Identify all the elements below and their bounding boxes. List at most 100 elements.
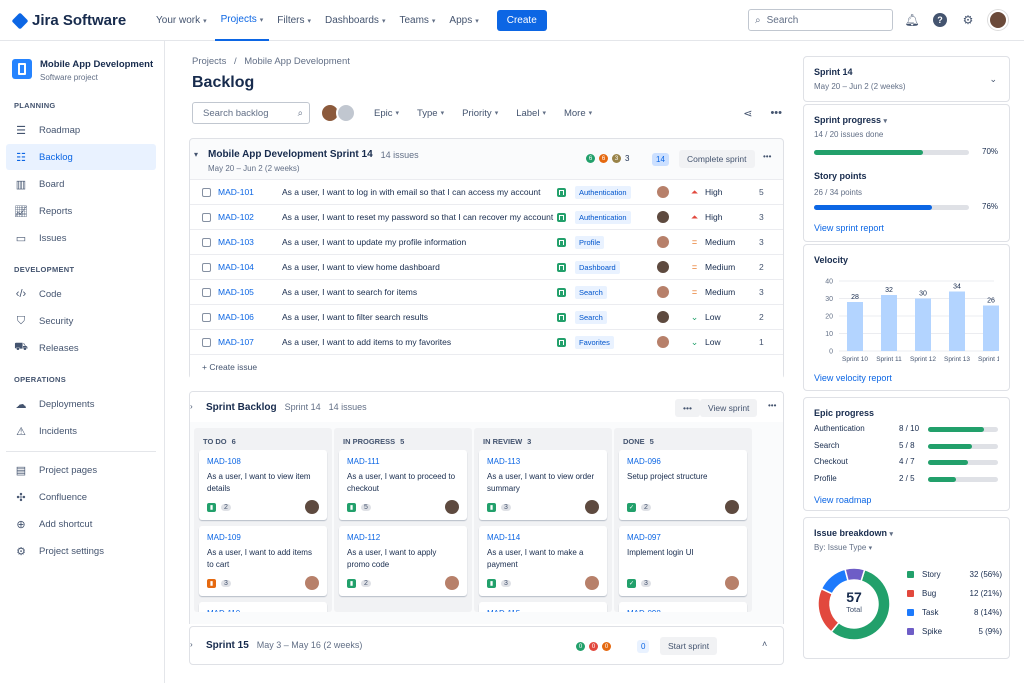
create-button[interactable]: Create: [496, 10, 547, 31]
assignee-avatar[interactable]: [445, 500, 459, 514]
board-card[interactable]: MAD-110: [199, 602, 327, 612]
epic-label[interactable]: Favorites: [575, 335, 614, 349]
board-card[interactable]: MAD-112 As a user, I want to apply promo …: [339, 526, 467, 596]
breakdown-group-select[interactable]: By: Issue Type ▾: [814, 543, 873, 552]
issue-summary[interactable]: As a user, I want to update my profile i…: [282, 237, 467, 247]
more-icon[interactable]: •••: [675, 399, 700, 417]
issue-checkbox[interactable]: [202, 287, 211, 297]
issue-row[interactable]: MAD-101 As a user, I want to log in with …: [190, 179, 783, 204]
assignee-avatar[interactable]: [305, 576, 319, 590]
chevron-up-icon[interactable]: ˄: [762, 639, 768, 649]
issue-key[interactable]: MAD-102: [218, 212, 254, 222]
board-card[interactable]: MAD-113 As a user, I want to view order s…: [479, 450, 607, 520]
nav-your-work[interactable]: Your work ▾: [156, 15, 207, 26]
sidebar-item-deployments[interactable]: ☁ Deployments: [15, 398, 95, 411]
assignee-avatar[interactable]: [585, 576, 599, 590]
sidebar-item-code[interactable]: ‹/› Code: [15, 288, 62, 300]
issue-checkbox[interactable]: [202, 312, 211, 322]
avatar[interactable]: [336, 103, 356, 123]
board-card[interactable]: MAD-111 As a user, I want to proceed to c…: [339, 450, 467, 520]
assignee-avatar[interactable]: [657, 236, 669, 248]
nav-teams[interactable]: Teams ▾: [399, 15, 436, 26]
notifications-icon[interactable]: 🔔︎: [904, 13, 920, 27]
breadcrumb-projects[interactable]: Projects: [192, 56, 227, 67]
issue-row[interactable]: MAD-104 As a user, I want to view home da…: [190, 254, 783, 279]
issue-row[interactable]: MAD-102 As a user, I want to reset my pas…: [190, 204, 783, 229]
issue-priority[interactable]: ⏶ High: [690, 211, 723, 223]
issue-priority[interactable]: = Medium: [691, 237, 736, 247]
board-card[interactable]: MAD-115: [479, 602, 607, 612]
issue-checkbox[interactable]: [202, 237, 211, 247]
assignee-avatar[interactable]: [585, 500, 599, 514]
assignee-avatar[interactable]: [657, 261, 669, 273]
filter-label[interactable]: Label ▾: [516, 107, 546, 119]
assignee-filter[interactable]: [320, 103, 356, 123]
board-card[interactable]: MAD-109 As a user, I want to add items to…: [199, 526, 327, 596]
issue-checkbox[interactable]: [202, 212, 211, 222]
assignee-avatar[interactable]: [657, 186, 669, 198]
nav-dashboards[interactable]: Dashboards ▾: [325, 15, 386, 26]
issue-key[interactable]: MAD-101: [218, 187, 254, 197]
board-card[interactable]: MAD-114 As a user, I want to make a payme…: [479, 526, 607, 596]
project-header[interactable]: Mobile App Development Software project: [12, 59, 153, 82]
filter-type[interactable]: Type ▾: [417, 107, 445, 119]
issue-priority[interactable]: ⌄ Low: [690, 311, 721, 323]
sidebar-item-roadmap[interactable]: ☰ Roadmap: [16, 124, 81, 137]
filter-more[interactable]: More ▾: [563, 107, 593, 119]
view-sprint-report-link[interactable]: View sprint report: [814, 223, 884, 233]
sidebar-item-add-shortcut[interactable]: ⊕ Add shortcut: [16, 518, 93, 531]
epic-label[interactable]: Dashboard: [575, 260, 620, 274]
issue-summary[interactable]: As a user, I want to view home dashboard: [282, 262, 440, 272]
assignee-avatar[interactable]: [445, 576, 459, 590]
view-roadmap-link[interactable]: View roadmap: [814, 495, 872, 505]
issue-row[interactable]: MAD-105 As a user, I want to search for i…: [190, 279, 783, 304]
issue-priority[interactable]: = Medium: [691, 262, 736, 272]
sprint-selector[interactable]: Sprint 14 May 20 – Jun 2 (2 weeks) ⌄: [803, 56, 1010, 102]
backlog-search-input[interactable]: Search backlog ⌕: [192, 102, 310, 124]
gear-icon[interactable]: ⚙: [962, 13, 974, 27]
epic-label[interactable]: Authentication: [575, 185, 631, 199]
breadcrumb-project[interactable]: Mobile App Development: [244, 56, 350, 67]
board-card[interactable]: MAD-098Implement login: [619, 602, 747, 612]
more-icon[interactable]: •••: [770, 107, 782, 119]
more-icon[interactable]: •••: [763, 152, 772, 161]
epic-label[interactable]: Authentication: [575, 210, 631, 224]
sidebar-item-backlog[interactable]: ☷ Backlog: [6, 144, 156, 170]
chevron-right-icon[interactable]: ›: [190, 640, 193, 649]
issue-summary[interactable]: As a user, I want to search for items: [282, 287, 418, 297]
issue-summary[interactable]: As a user, I want to filter search resul…: [282, 312, 428, 322]
assignee-avatar[interactable]: [657, 311, 669, 323]
epic-progress-row[interactable]: Profile 2 / 5: [814, 474, 1001, 486]
sidebar-item-project-settings[interactable]: ⚙ Project settings: [16, 545, 104, 558]
chevron-down-icon[interactable]: ▾: [194, 150, 199, 159]
issue-priority[interactable]: ⏶ High: [690, 186, 723, 198]
nav-apps[interactable]: Apps ▾: [449, 15, 479, 26]
issue-checkbox[interactable]: [202, 262, 211, 272]
more-icon[interactable]: •••: [768, 401, 777, 410]
epic-progress-row[interactable]: Checkout 4 / 7: [814, 457, 1001, 469]
issue-row[interactable]: MAD-106 As a user, I want to filter searc…: [190, 304, 783, 329]
issue-key[interactable]: MAD-103: [218, 237, 254, 247]
issue-row[interactable]: MAD-107 As a user, I want to add items to…: [190, 329, 783, 354]
issue-summary[interactable]: As a user, I want to log in with email s…: [282, 187, 541, 197]
sidebar-item-releases[interactable]: ⛟ Releases: [14, 341, 79, 354]
epic-progress-row[interactable]: Search 5 / 8: [814, 441, 1001, 453]
assignee-avatar[interactable]: [657, 211, 669, 223]
sidebar-item-security[interactable]: ⛉ Security: [16, 314, 74, 327]
epic-progress-row[interactable]: Authentication 8 / 10: [814, 424, 1001, 436]
board-card[interactable]: MAD-108 As a user, I want to view item de…: [199, 450, 327, 520]
sidebar-item-reports[interactable]: 📈︎ Reports: [14, 205, 73, 218]
complete-sprint-button[interactable]: Complete sprint: [679, 150, 755, 168]
sidebar-item-project-pages[interactable]: ▤ Project pages: [15, 464, 98, 477]
issue-priority[interactable]: = Medium: [691, 287, 736, 297]
issue-key[interactable]: MAD-107: [218, 337, 254, 347]
issue-summary[interactable]: As a user, I want to add items to my fav…: [282, 337, 452, 347]
chevron-right-icon[interactable]: ›: [190, 402, 193, 411]
assignee-avatar[interactable]: [305, 500, 319, 514]
jira-logo[interactable]: Jira Software: [11, 12, 126, 29]
assignee-avatar[interactable]: [725, 500, 739, 514]
issue-checkbox[interactable]: [202, 337, 211, 347]
epic-label[interactable]: Profile: [575, 235, 605, 249]
nav-filters[interactable]: Filters ▾: [277, 15, 312, 26]
assignee-avatar[interactable]: [657, 336, 669, 348]
